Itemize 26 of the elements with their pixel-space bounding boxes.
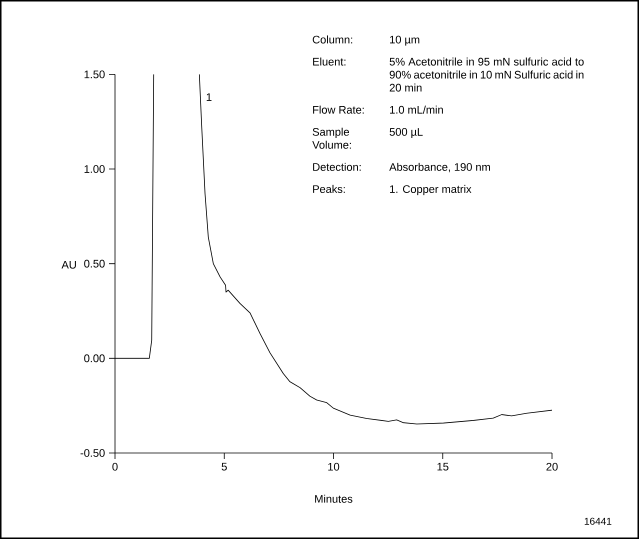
y-axis-title: AU [62,260,76,269]
annotation: 5% Acetonitrile in 95 mN sulfuric acid to 90% acetonitrile in 10 mN Sulfuric acid in 20 min [390,58,584,92]
x-tick-label: 10 [328,462,340,471]
annotation: Detection: [313,162,361,171]
y-tick-label: 1.50 [84,70,105,78]
x-tick-label: 0 [112,462,118,471]
y-tick-label: 0.00 [84,354,105,362]
annotation: 500 µL [390,128,423,138]
text: 16441 [584,518,612,525]
annotation: Peaks: [313,184,345,193]
text: Eluent: [313,58,346,66]
annotation: Flow Rate: [313,106,364,114]
y-tick-label: -0.50 [80,449,105,457]
y-tick-label: 1.00 [84,165,105,173]
x-tick-label: 15 [437,462,448,471]
text: 10 µm [390,36,420,46]
annotation: 1 [206,93,212,101]
x-tick-label: 20 [546,462,558,471]
annotation: 1. Copper matrix [390,184,472,196]
text: Column: [312,35,352,44]
y-tick-label: 0.50 [84,260,105,268]
x-tick-label: 5 [222,462,227,471]
annotation: Absorbance, 190 nm [389,162,490,172]
annotation: Sample Volume: [312,128,351,149]
x-axis-title: Minutes [315,494,352,503]
annotation: 1.0 mL/min [390,106,443,114]
